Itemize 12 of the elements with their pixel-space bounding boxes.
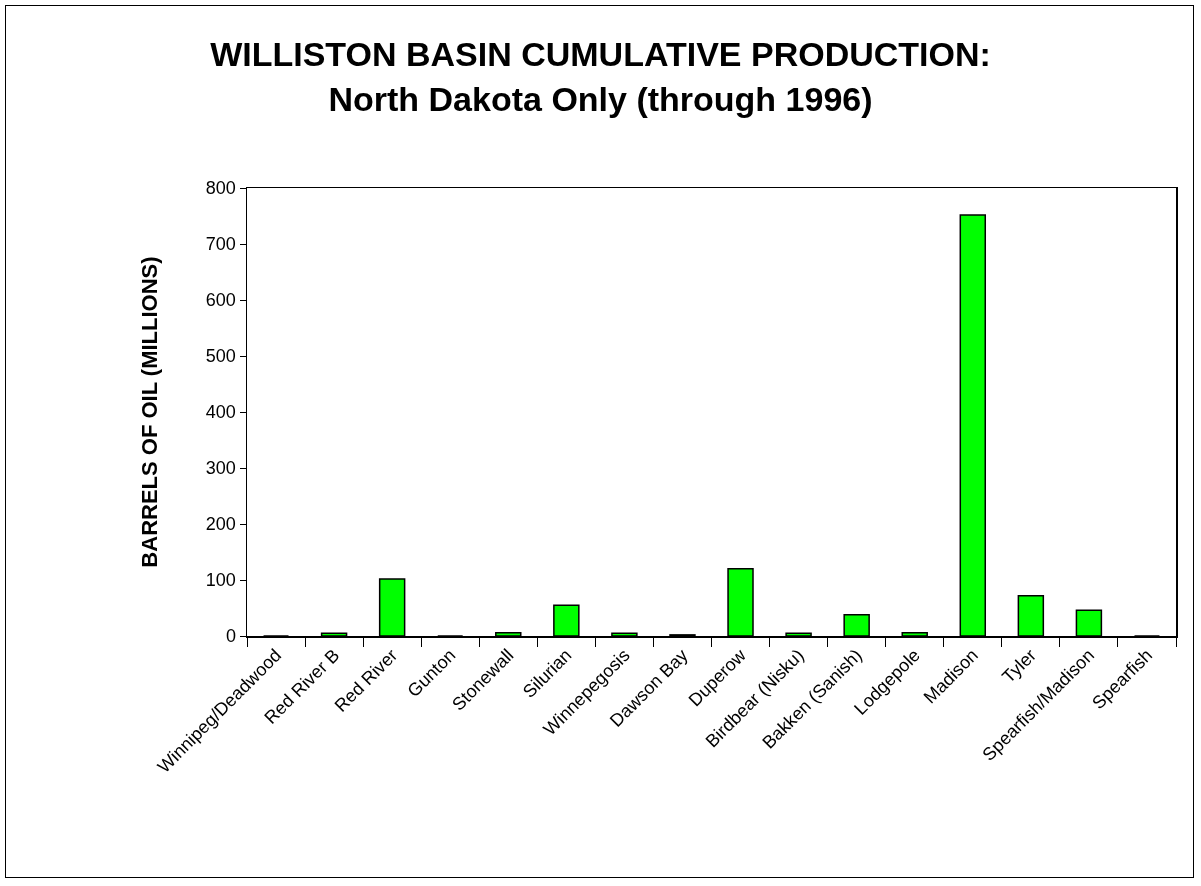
y-axis-title: BARRELS OF OIL (MILLIONS)	[136, 256, 162, 568]
y-tick-label: 200	[205, 514, 236, 535]
y-tick-label: 100	[205, 570, 236, 591]
y-tick-label: 0	[225, 626, 236, 647]
y-tick-label: 400	[205, 402, 236, 423]
y-tick-label: 800	[205, 178, 236, 199]
y-tick-label: 700	[205, 234, 236, 255]
y-tick-label: 300	[205, 458, 236, 479]
chart-subtitle: North Dakota Only (through 1996)	[328, 79, 873, 118]
y-tick-label: 500	[205, 346, 236, 367]
y-tick-label: 600	[205, 290, 236, 311]
chart-title: WILLISTON BASIN CUMULATIVE PRODUCTION:	[210, 35, 991, 74]
